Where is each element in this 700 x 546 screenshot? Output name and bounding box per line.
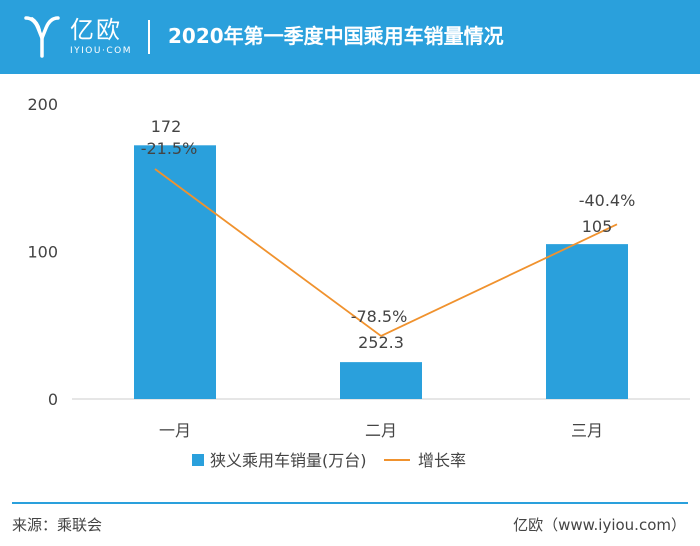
legend-swatch-bar xyxy=(192,454,204,466)
growth-rate-line xyxy=(154,168,618,338)
legend-label-line: 增长率 xyxy=(418,451,466,470)
logo: 亿欧 IYIOU·COM xyxy=(22,12,132,62)
x-tick-label: 二月 xyxy=(365,421,397,440)
chart: 0 100 200 172 252.3 105 -21.5% -78.5% -40.4% 一月… xyxy=(27,95,690,470)
rate-value-label: -40.4% xyxy=(579,191,636,210)
logo-text: 亿欧 xyxy=(70,16,122,44)
bar-value-label: 172 xyxy=(151,117,182,136)
legend-label-bar: 狭义乘用车销量(万台) xyxy=(210,451,367,470)
y-tick-label: 0 xyxy=(48,390,58,409)
bar-2 xyxy=(340,362,422,399)
bar-3 xyxy=(546,244,628,399)
logo-subtext: IYIOU·COM xyxy=(70,46,132,56)
header-divider xyxy=(148,20,150,54)
bar-value-label: 105 xyxy=(582,217,613,236)
x-tick-label: 一月 xyxy=(159,421,191,440)
header-banner: 亿欧 IYIOU·COM 2020年第一季度中国乘用车销量情况 xyxy=(0,0,700,74)
source-note: 来源：乘联会 xyxy=(12,516,103,534)
bar-value-label: 252.3 xyxy=(358,333,404,352)
credit-note: 亿欧（www.iyiou.com） xyxy=(513,516,686,534)
chart-title: 2020年第一季度中国乘用车销量情况 xyxy=(168,24,504,48)
rate-value-label: -78.5% xyxy=(351,307,408,326)
y-tick-label: 100 xyxy=(27,243,58,262)
logo-mark-icon xyxy=(24,16,60,58)
legend: 狭义乘用车销量(万台) 增长率 xyxy=(192,451,466,470)
bar-1 xyxy=(134,145,216,399)
rate-value-label: -21.5% xyxy=(141,139,198,158)
x-tick-label: 三月 xyxy=(571,421,603,440)
footer-divider xyxy=(12,502,688,504)
y-tick-label: 200 xyxy=(27,95,58,114)
